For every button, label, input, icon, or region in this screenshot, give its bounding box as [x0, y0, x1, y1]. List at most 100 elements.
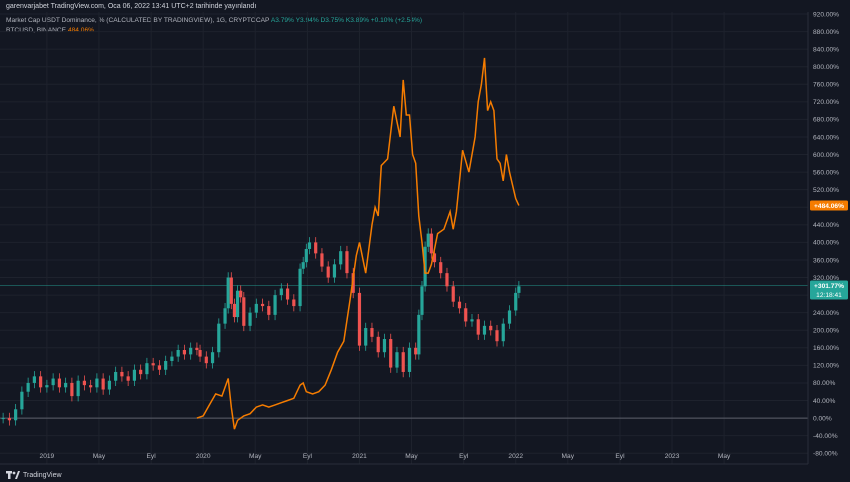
- x-tick-label: May: [405, 453, 418, 460]
- usdt-candle: [414, 347, 418, 355]
- x-tick-label: Eyl: [303, 453, 313, 460]
- usdt-candle: [189, 347, 193, 355]
- usdt-candle: [223, 308, 227, 324]
- usdt-candle: [82, 380, 86, 386]
- usdt-candle: [489, 325, 493, 331]
- usdt-candle: [20, 391, 24, 410]
- usdt-candle: [217, 323, 221, 353]
- usdt-candle: [76, 380, 80, 397]
- y-tick-label: 520.00%: [813, 187, 839, 194]
- legend-usdt-dominance[interactable]: Market Cap USDT Dominance, % (CALCULATED…: [6, 17, 422, 24]
- y-tick-label: 320.00%: [813, 275, 839, 282]
- usdt-candle: [482, 325, 487, 335]
- y-tick-label: 720.00%: [813, 99, 839, 106]
- usdt-candle: [95, 378, 99, 388]
- x-tick-label: 2022: [508, 453, 523, 460]
- usdt-candle: [210, 352, 215, 364]
- legend-btc-value: 484.06%: [67, 27, 94, 34]
- usdt-candle: [364, 328, 368, 346]
- usdt-candle: [517, 286, 521, 293]
- btc-series-line: [196, 57, 520, 430]
- usdt-candle: [70, 382, 74, 397]
- y-tick-label: 40.00%: [813, 398, 836, 405]
- y-tick-label: 560.00%: [813, 169, 839, 176]
- usdt-candle: [232, 303, 237, 318]
- usdt-candle: [89, 385, 93, 388]
- x-tick-label: 2021: [352, 453, 367, 460]
- usdt-candle: [226, 277, 230, 309]
- usdt-candle: [439, 262, 443, 274]
- usdt-candle: [139, 369, 143, 375]
- usdt-candle: [120, 371, 124, 377]
- usdt-candle: [248, 312, 252, 326]
- usdt-candle: [151, 363, 155, 366]
- usdt-candle: [292, 299, 296, 307]
- y-tick-label: -40.00%: [813, 433, 838, 440]
- usdt-candle: [420, 286, 424, 315]
- usdt-candle: [279, 288, 283, 296]
- y-tick-label: 0.00%: [813, 415, 832, 422]
- price-axis[interactable]: 920.00% 880.00% 840.00% 800.00% 760.00% 720.0…: [813, 11, 839, 457]
- chart-grid: [0, 12, 808, 464]
- x-tick-label: Eyl: [459, 453, 469, 460]
- legend-btcusd[interactable]: BTCUSD, BINANCE 484.06%: [6, 27, 94, 34]
- usdt-candle: [64, 382, 68, 388]
- tradingview-icon: [6, 471, 20, 479]
- y-tick-label: 400.00%: [813, 240, 839, 247]
- y-tick-label: 760.00%: [813, 82, 839, 89]
- usdt-candle: [395, 352, 399, 368]
- usdt-candle: [495, 330, 499, 342]
- usdt-candle: [326, 266, 330, 278]
- x-tick-label: 2019: [40, 453, 55, 460]
- usdt-dominance-series: [1, 228, 521, 426]
- usdt-candle: [235, 290, 240, 318]
- usdt-candle: [26, 382, 30, 392]
- x-tick-label: 2020: [196, 453, 211, 460]
- usdt-candle: [370, 328, 374, 337]
- usdt-candle: [145, 363, 149, 375]
- y-tick-label: 160.00%: [813, 345, 839, 352]
- y-tick-label: 600.00%: [813, 152, 839, 159]
- usdt-candle: [476, 319, 480, 335]
- y-tick-label: 200.00%: [813, 328, 839, 335]
- usdt-candle: [351, 273, 355, 293]
- usdt-candle: [101, 378, 105, 390]
- x-tick-label: May: [562, 453, 575, 460]
- usdt-candle: [242, 297, 246, 326]
- legend-usdt-title: Market Cap USDT Dominance, % (CALCULATED…: [6, 17, 270, 24]
- legend-btc-title: BTCUSD, BINANCE: [6, 27, 67, 34]
- usdt-candle: [182, 350, 187, 355]
- usdt-candle: [164, 360, 168, 370]
- usdt-candle: [382, 339, 387, 353]
- time-axis[interactable]: 2019 May Eyl 2020 May Eyl 2021 May Eyl 2022 May Eyl…: [40, 453, 731, 460]
- brand-name: TradingView: [23, 471, 62, 479]
- usdt-candle: [254, 303, 258, 313]
- usdt-candle: [57, 378, 61, 388]
- usdt-candle: [320, 253, 324, 267]
- usdt-candle: [445, 273, 449, 287]
- btc-price-badge-text: +484.06%: [814, 203, 844, 210]
- usdt-candle: [457, 301, 462, 309]
- x-tick-label: May: [249, 453, 262, 460]
- usdt-candle: [307, 242, 312, 249]
- usdt-candle: [432, 253, 437, 263]
- usdt-price-badge-text: +301.77%: [814, 283, 844, 290]
- y-tick-label: 880.00%: [813, 29, 839, 36]
- x-tick-label: 2023: [665, 453, 680, 460]
- usdt-candle: [273, 295, 277, 315]
- usdt-candle: [170, 356, 174, 361]
- usdt-candle: [389, 339, 393, 368]
- usdt-candle: [507, 310, 512, 324]
- usdt-candle: [204, 356, 208, 364]
- usdt-countdown-text: 12:18:41: [816, 292, 842, 299]
- usdt-candle: [285, 288, 290, 300]
- usdt-candle: [229, 277, 233, 304]
- price-badges: +484.06% +301.77% 12:18:41: [810, 200, 848, 300]
- usdt-candle: [426, 233, 430, 247]
- usdt-candle: [407, 347, 412, 372]
- usdt-candle: [157, 365, 162, 370]
- tradingview-logo[interactable]: TradingView: [6, 471, 62, 479]
- usdt-candle: [501, 323, 505, 342]
- usdt-candle: [314, 242, 318, 254]
